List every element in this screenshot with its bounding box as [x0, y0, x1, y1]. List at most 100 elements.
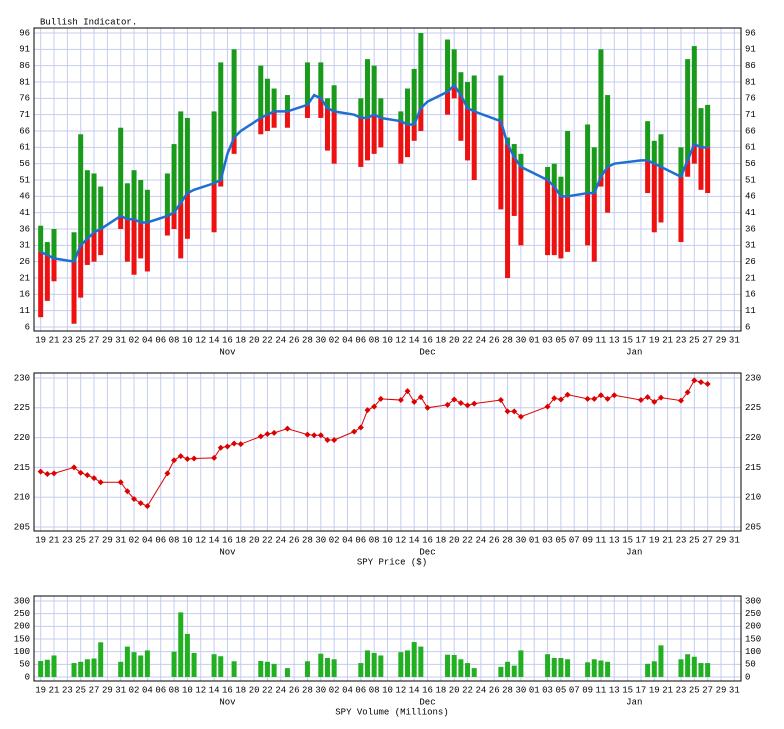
- bar-above: [284, 95, 290, 112]
- price-marker: [317, 432, 324, 439]
- bar-above: [71, 232, 77, 262]
- volume-bar: [605, 661, 611, 677]
- volume-bar: [218, 656, 224, 677]
- volume-bar: [565, 659, 571, 677]
- y-tick-label: 36: [19, 224, 30, 234]
- y-tick-label: 21: [19, 273, 30, 283]
- bar-above: [318, 62, 324, 99]
- x-tick-label: 28: [302, 535, 313, 545]
- x-tick-label: 29: [102, 335, 113, 345]
- y-tick-label: 215: [745, 463, 761, 473]
- bar-above: [358, 98, 364, 118]
- x-tick-label: 13: [609, 685, 620, 695]
- y-tick-label: 0: [25, 672, 30, 682]
- x-tick-label: 04: [342, 535, 353, 545]
- price-marker: [377, 395, 384, 402]
- bar-above: [598, 49, 604, 177]
- x-tick-label: 18: [235, 535, 246, 545]
- bar-above: [678, 147, 684, 177]
- month-label: Dec: [419, 347, 435, 357]
- price-marker: [324, 436, 331, 443]
- price-marker: [691, 377, 698, 384]
- price-marker: [517, 413, 524, 420]
- price-marker: [97, 479, 104, 486]
- bar-above: [258, 65, 264, 118]
- x-tick-label: 28: [502, 335, 513, 345]
- x-tick-label: 06: [355, 335, 366, 345]
- bar-above: [565, 131, 571, 197]
- x-tick-label: 08: [369, 685, 380, 695]
- price-marker: [657, 394, 664, 401]
- bar-below: [411, 124, 417, 141]
- y-tick-label: 200: [14, 622, 30, 632]
- volume-bar: [398, 652, 404, 677]
- x-tick-label: 25: [689, 535, 700, 545]
- x-tick-label: 02: [329, 535, 340, 545]
- chart-title: SPY Price ($): [357, 557, 427, 567]
- y-tick-label: 26: [19, 257, 30, 267]
- price-marker: [371, 403, 378, 410]
- volume-bar: [284, 668, 290, 677]
- bar-below: [98, 229, 104, 256]
- y-tick-label: 91: [745, 45, 756, 55]
- x-tick-label: 02: [129, 535, 140, 545]
- y-tick-label: 41: [745, 208, 756, 218]
- y-tick-label: 21: [745, 273, 756, 283]
- x-tick-label: 11: [596, 535, 607, 545]
- bar-below: [405, 124, 411, 158]
- x-tick-label: 29: [102, 535, 113, 545]
- bar-below: [545, 180, 551, 256]
- bar-below: [264, 114, 270, 131]
- bar-below: [558, 196, 564, 259]
- x-tick-label: 02: [329, 335, 340, 345]
- price-marker: [51, 470, 58, 477]
- x-tick-label: 30: [315, 535, 326, 545]
- price-marker: [551, 395, 558, 402]
- price-marker: [464, 402, 471, 409]
- y-tick-label: 36: [745, 224, 756, 234]
- volume-bar: [645, 663, 651, 677]
- y-tick-label: 76: [19, 94, 30, 104]
- bar-below: [518, 166, 524, 246]
- bar-below: [131, 219, 137, 275]
- x-tick-label: 30: [515, 685, 526, 695]
- bar-below: [364, 117, 370, 161]
- y-tick-label: 200: [745, 622, 761, 632]
- price-marker: [311, 432, 318, 439]
- x-tick-label: 29: [716, 685, 727, 695]
- price-marker: [171, 457, 178, 464]
- bar-below: [284, 111, 290, 128]
- price-marker: [137, 500, 144, 507]
- month-label: Dec: [419, 547, 435, 557]
- volume-bar: [184, 633, 190, 677]
- price-marker: [697, 379, 704, 386]
- volume-bar: [511, 665, 517, 677]
- bar-below: [358, 117, 364, 167]
- y-tick-label: 150: [745, 634, 761, 644]
- x-tick-label: 23: [676, 685, 687, 695]
- x-tick-label: 12: [195, 685, 206, 695]
- x-tick-label: 20: [249, 335, 260, 345]
- price-marker: [164, 470, 171, 477]
- x-tick-label: 31: [729, 685, 740, 695]
- y-tick-label: 16: [745, 290, 756, 300]
- x-tick-label: 22: [262, 685, 273, 695]
- x-tick-label: 08: [369, 535, 380, 545]
- price-marker: [457, 400, 464, 407]
- volume-bar: [271, 663, 277, 677]
- bar-above: [705, 104, 711, 148]
- price-marker: [331, 436, 338, 443]
- bar-below: [71, 261, 77, 324]
- price-marker: [557, 396, 564, 403]
- y-tick-label: 210: [745, 493, 761, 503]
- bar-above: [591, 147, 597, 194]
- bar-below: [38, 251, 44, 318]
- volume-bar: [91, 658, 97, 677]
- x-tick-label: 26: [489, 535, 500, 545]
- x-tick-label: 27: [89, 685, 100, 695]
- bar-below: [184, 193, 190, 239]
- bar-below: [658, 166, 664, 223]
- x-tick-label: 16: [222, 685, 233, 695]
- bar-below: [511, 157, 517, 216]
